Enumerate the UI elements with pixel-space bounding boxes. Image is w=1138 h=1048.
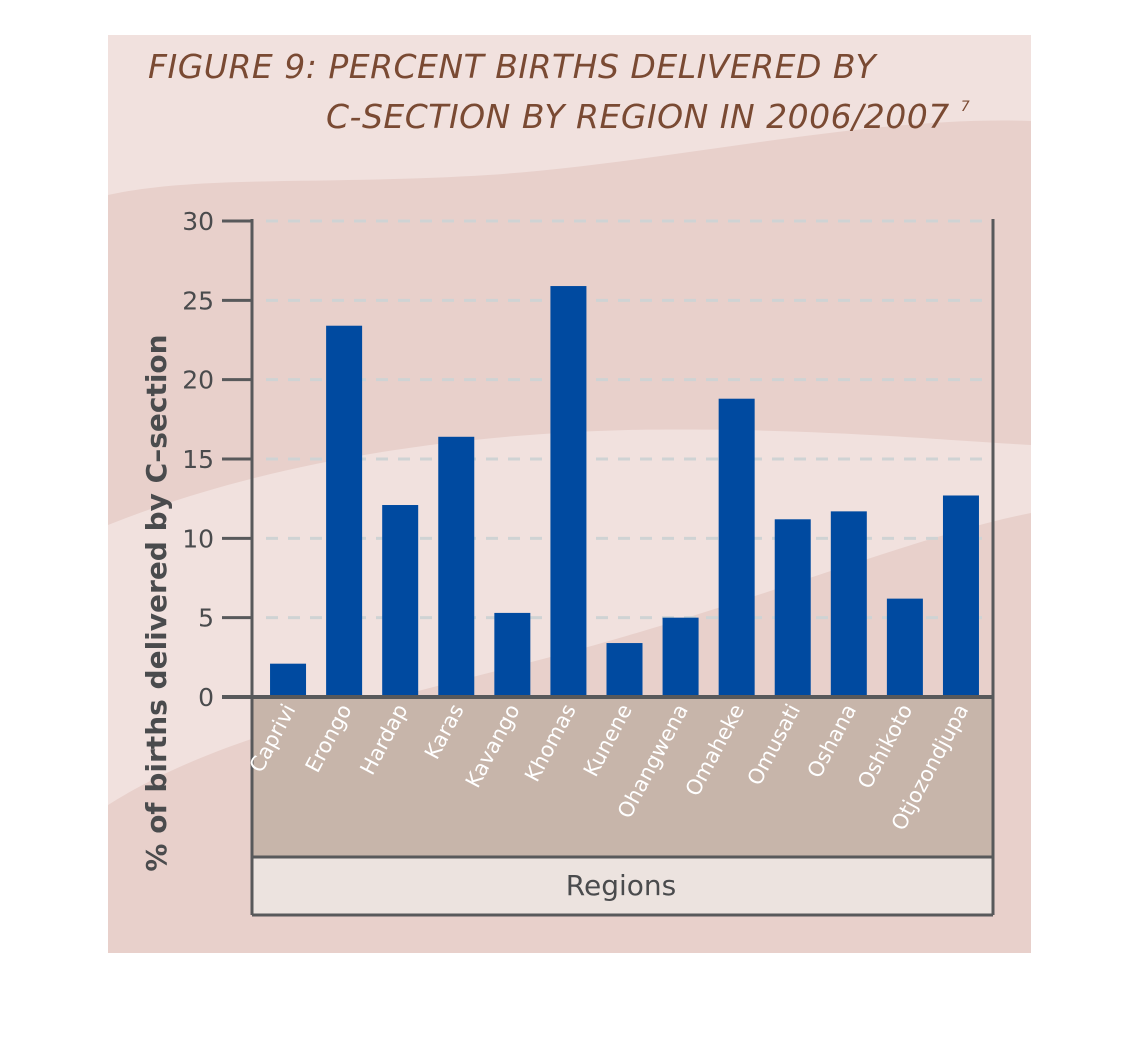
bar-omusati: [774, 519, 811, 697]
chart-title-line-2: C-SECTION BY REGION IN 2006/2007 7: [326, 97, 970, 136]
y-tick-label-15: 15: [182, 445, 214, 474]
x-axis-label: Regions: [566, 869, 676, 902]
axes: [222, 219, 995, 917]
y-tick-label-5: 5: [198, 604, 214, 633]
bar-erongo: [326, 325, 363, 697]
y-tick-label-25: 25: [182, 286, 214, 315]
chart-title-footnote: 7: [960, 99, 971, 115]
bar-ohangwena: [662, 617, 699, 697]
y-tick-label-10: 10: [182, 524, 214, 553]
gridlines: [266, 219, 987, 620]
bar-omaheke: [718, 398, 755, 697]
bar-hardap: [382, 505, 419, 697]
bar-otjozondjupa: [942, 495, 979, 697]
chart-title-line-1: FIGURE 9: PERCENT BIRTHS DELIVERED BY: [148, 47, 876, 86]
bars: [270, 286, 979, 697]
bar-karas: [438, 436, 475, 697]
y-tick-label-30: 30: [182, 207, 214, 236]
y-tick-label-0: 0: [198, 683, 214, 712]
y-axis-label: % of births delivered by C–section: [140, 334, 173, 871]
chart-title-text-2: C-SECTION BY REGION IN 2006/2007: [326, 97, 950, 136]
bar-caprivi: [270, 663, 307, 697]
bar-kunene: [606, 643, 643, 697]
bar-oshikoto: [886, 598, 923, 697]
chart-title-text-1: FIGURE 9: PERCENT BIRTHS DELIVERED BY: [148, 47, 877, 86]
bar-khomas: [550, 286, 587, 697]
chart-panel: 0 5 10 15 20 25 30 Caprivi Erongo Hardap Karas Kav…: [108, 35, 1031, 953]
bar-oshana: [830, 511, 867, 697]
category-band: [252, 697, 993, 857]
bar-kavango: [494, 612, 531, 697]
background-wave-top: [108, 35, 1031, 195]
y-tick-label-20: 20: [182, 366, 214, 395]
x-label-band: [252, 857, 993, 915]
y-tick-labels: 0 5 10 15 20 25 30: [182, 207, 252, 712]
